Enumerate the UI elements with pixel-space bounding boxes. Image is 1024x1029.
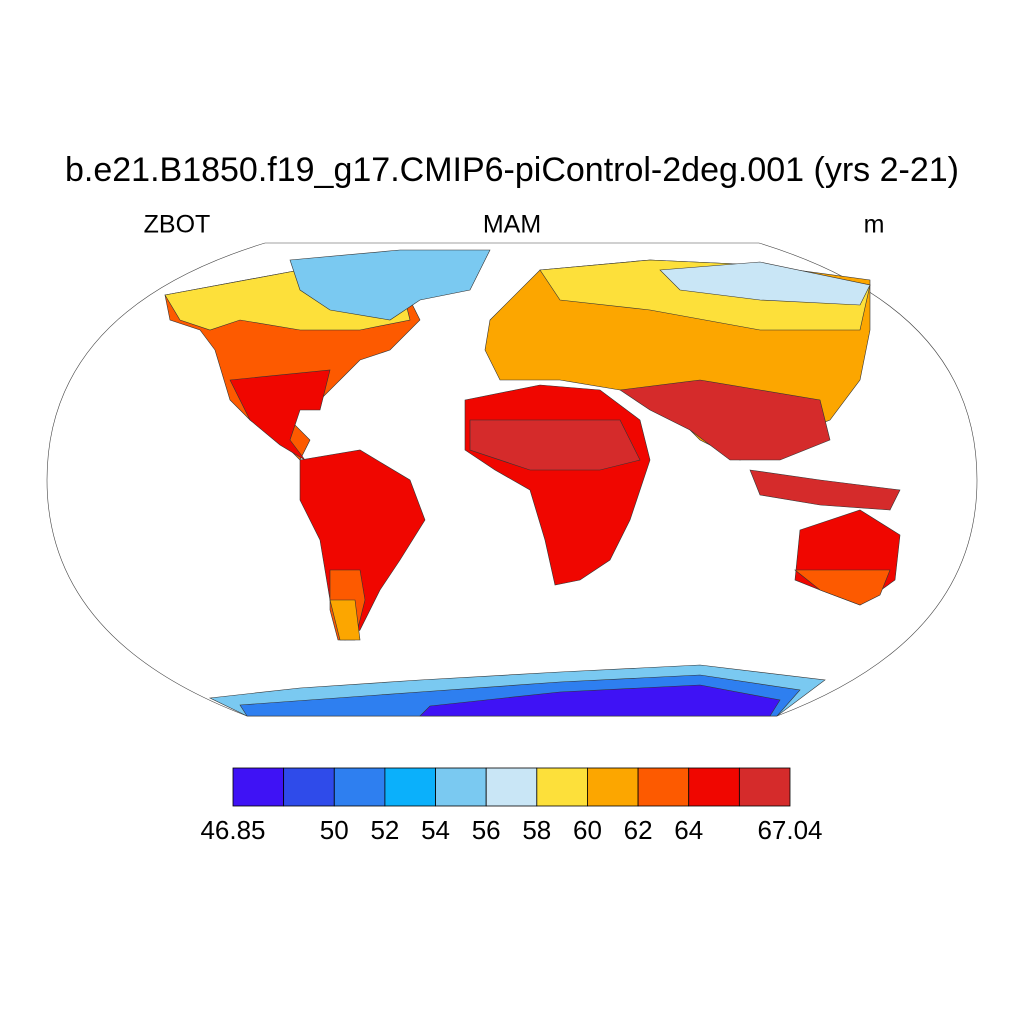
colorbar-box xyxy=(587,767,639,807)
map xyxy=(46,242,978,717)
colorbar-tick-label: 54 xyxy=(421,815,450,845)
colorbar-tick-label: 46.85 xyxy=(200,815,265,845)
colorbar-tick-label: 67.04 xyxy=(757,815,822,845)
colorbar-box xyxy=(435,767,487,807)
sahel xyxy=(469,419,641,471)
colorbar-box xyxy=(333,767,386,807)
right-string: m xyxy=(864,211,885,239)
colorbar-tick-label: 62 xyxy=(624,815,653,845)
colorbar-tick-label: 58 xyxy=(522,815,551,845)
australia-south xyxy=(794,569,891,606)
maritime-continent xyxy=(749,469,901,511)
colorbar-box xyxy=(637,767,690,807)
central-america xyxy=(229,369,331,461)
colorbar-box xyxy=(738,767,791,807)
colorbar-box xyxy=(384,767,436,807)
antarctica-plateau xyxy=(419,684,781,717)
colorbar-tick-label: 64 xyxy=(674,815,703,845)
colorbar-tick-label: 60 xyxy=(573,815,602,845)
arctic-canada xyxy=(289,249,491,321)
colorbar-tick-label: 52 xyxy=(370,815,399,845)
south-asia xyxy=(619,379,831,461)
siberia xyxy=(659,261,871,306)
colorbar-tick-label: 50 xyxy=(320,815,349,845)
colorbar-box xyxy=(283,767,335,807)
colorbar-box xyxy=(536,767,588,807)
colorbar-box xyxy=(232,767,285,807)
colorbar: 46.85 50 52 54 56 58 60 62 64 67.04 xyxy=(200,767,823,845)
title: b.e21.B1850.f19_g17.CMIP6-piControl-2deg… xyxy=(65,151,959,189)
left-string: ZBOT xyxy=(144,211,211,239)
colorbar-box xyxy=(688,767,740,807)
patagonia xyxy=(329,599,361,641)
colorbar-tick-label: 56 xyxy=(472,815,501,845)
colorbar-box xyxy=(485,767,538,807)
center-string: MAM xyxy=(483,211,541,239)
